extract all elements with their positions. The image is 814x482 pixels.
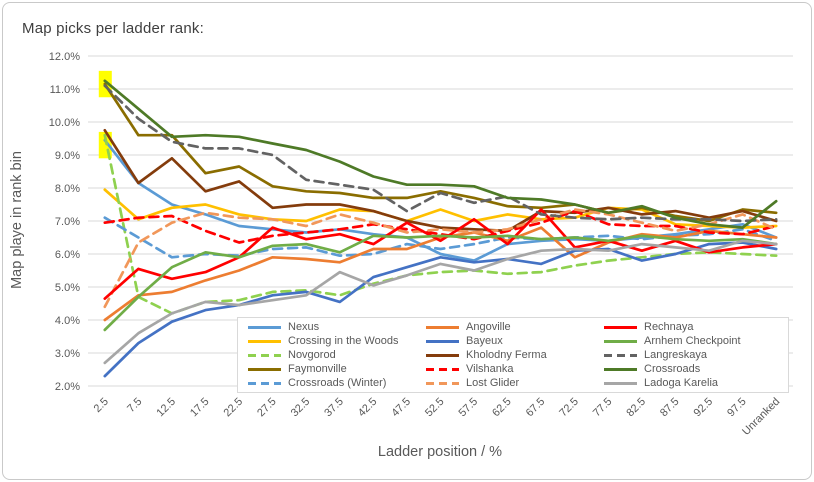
x-tick-label: 67.5 <box>524 396 548 420</box>
series-line-crossroads <box>103 79 778 229</box>
legend-item: Rechnaya <box>604 320 782 334</box>
x-tick-label: 52.5 <box>423 396 447 420</box>
legend-swatch-line <box>248 367 281 371</box>
x-tick-label: 42.5 <box>356 396 380 420</box>
x-tick-label: 7.5 <box>125 396 144 415</box>
series-line-arnhem-checkpoint <box>103 234 778 332</box>
y-tick-label: 12.0% <box>49 51 80 63</box>
x-tick-label: 72.5 <box>557 396 581 420</box>
legend-label: Faymonville <box>288 363 347 375</box>
legend-swatch-line <box>248 381 281 385</box>
legend-label: Lost Glider <box>466 377 520 389</box>
legend-swatch-line <box>248 353 281 357</box>
series-line-lost-glider <box>103 208 778 309</box>
series-line-kholodny-ferma <box>103 128 778 233</box>
legend-item: Nexus <box>248 320 426 334</box>
series-line-novgorod <box>103 133 778 315</box>
x-tick-label: 57.5 <box>457 396 481 420</box>
x-tick-label: 2.5 <box>92 396 111 415</box>
legend-item: Langreskaya <box>604 348 782 362</box>
legend-swatch-line <box>426 381 459 385</box>
legend-label: Crossing in the Woods <box>288 335 399 347</box>
x-tick-label: 37.5 <box>322 396 346 420</box>
legend-swatch-line <box>426 325 459 329</box>
legend-label: Nexus <box>288 321 320 333</box>
legend-swatch-line <box>604 353 637 357</box>
legend-item: Ladoga Karelia <box>604 376 782 390</box>
legend-swatch-line <box>604 367 637 371</box>
legend-item: Crossroads (Winter) <box>248 376 426 390</box>
legend-item: Faymonville <box>248 362 426 376</box>
x-tick-label: 87.5 <box>658 396 682 420</box>
series-line-langreskaya <box>103 84 778 223</box>
x-tick-label: 47.5 <box>389 396 413 420</box>
y-tick-label: 11.0% <box>50 84 81 96</box>
legend-item: Bayeux <box>426 334 604 348</box>
chart-legend: Nexus Crossing in the Woods Novgorod Faymon… <box>237 317 789 393</box>
x-tick-label: 32.5 <box>289 396 313 420</box>
legend-label: Bayeux <box>466 335 503 347</box>
x-tick-label: 12.5 <box>154 396 178 420</box>
legend-swatch-line <box>604 325 637 329</box>
series-line-nexus <box>103 138 778 262</box>
legend-label: Novgorod <box>288 349 336 361</box>
legend-swatch-line <box>426 367 459 371</box>
series-line-angoville <box>103 226 778 322</box>
y-tick-label: 4.0% <box>55 315 80 327</box>
legend-item: Lost Glider <box>426 376 604 390</box>
x-tick-label: 77.5 <box>591 396 615 420</box>
legend-swatch-line <box>604 381 637 385</box>
y-axis-title: Map playe in rank bin <box>9 151 25 289</box>
legend-label: Vilshanka <box>466 363 514 375</box>
x-tick-label: 17.5 <box>188 396 212 420</box>
series-line-faymonville <box>103 82 778 223</box>
y-tick-label: 10.0% <box>49 117 80 129</box>
legend-item: Angoville <box>426 320 604 334</box>
legend-label: Arnhem Checkpoint <box>644 335 741 347</box>
x-tick-label: 97.5 <box>725 396 749 420</box>
series-line-vilshanka <box>103 209 778 244</box>
legend-swatch-line <box>426 353 459 357</box>
legend-swatch-line <box>426 339 459 343</box>
legend-swatch-line <box>248 325 281 329</box>
x-tick-label: 92.5 <box>692 396 716 420</box>
legend-label: Angoville <box>466 321 511 333</box>
y-tick-label: 7.0% <box>55 216 80 228</box>
x-axis-title: Ladder position / % <box>377 444 503 460</box>
series-line-ladoga-karelia <box>103 239 778 365</box>
legend-item: Kholodny Ferma <box>426 348 604 362</box>
y-tick-label: 8.0% <box>55 183 80 195</box>
x-tick-label: 22.5 <box>222 396 246 420</box>
legend-label: Crossroads (Winter) <box>288 377 387 389</box>
legend-swatch-line <box>604 339 637 343</box>
legend-item: Vilshanka <box>426 362 604 376</box>
y-tick-label: 6.0% <box>55 249 80 261</box>
legend-item: Crossing in the Woods <box>248 334 426 348</box>
legend-label: Crossroads <box>644 363 701 375</box>
series-line-rechnaya <box>103 208 778 300</box>
legend-item: Novgorod <box>248 348 426 362</box>
series-line-crossing-in-the-woods <box>103 188 778 229</box>
legend-label: Rechnaya <box>644 321 694 333</box>
chart-title: Map picks per ladder rank: <box>22 20 204 37</box>
legend-label: Kholodny Ferma <box>466 349 547 361</box>
y-tick-label: 9.0% <box>55 150 80 162</box>
y-tick-label: 2.0% <box>55 381 80 393</box>
legend-label: Langreskaya <box>644 349 707 361</box>
legend-swatch-line <box>248 339 281 343</box>
y-tick-label: 3.0% <box>55 348 80 360</box>
y-tick-label: 5.0% <box>55 282 80 294</box>
series-line-bayeux <box>103 241 778 378</box>
x-tick-label: 62.5 <box>490 396 514 420</box>
legend-label: Ladoga Karelia <box>644 377 719 389</box>
x-tick-label: 82.5 <box>624 396 648 420</box>
x-tick-label: 27.5 <box>255 396 279 420</box>
legend-item: Arnhem Checkpoint <box>604 334 782 348</box>
legend-item: Crossroads <box>604 362 782 376</box>
